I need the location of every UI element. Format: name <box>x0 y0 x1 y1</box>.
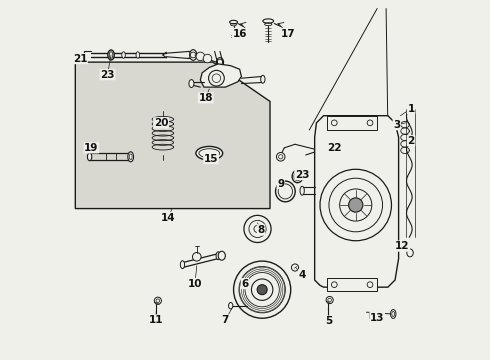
Ellipse shape <box>230 20 238 24</box>
Circle shape <box>203 54 212 63</box>
Text: 3: 3 <box>393 120 400 130</box>
Text: 6: 6 <box>242 279 248 289</box>
Ellipse shape <box>128 152 134 162</box>
Bar <box>327 278 377 291</box>
Ellipse shape <box>228 302 233 309</box>
Ellipse shape <box>391 310 396 319</box>
Text: 20: 20 <box>154 118 168 128</box>
Ellipse shape <box>275 181 295 202</box>
Text: 19: 19 <box>84 143 98 153</box>
Circle shape <box>292 264 298 271</box>
Circle shape <box>193 252 201 261</box>
Circle shape <box>190 52 196 58</box>
Ellipse shape <box>292 170 303 183</box>
Text: 8: 8 <box>257 225 265 235</box>
Circle shape <box>244 215 271 243</box>
Bar <box>317 140 340 157</box>
Ellipse shape <box>261 75 265 83</box>
Text: 17: 17 <box>281 28 295 39</box>
Ellipse shape <box>300 186 304 195</box>
Polygon shape <box>75 62 270 208</box>
Polygon shape <box>315 116 398 287</box>
Ellipse shape <box>218 251 225 260</box>
Ellipse shape <box>180 261 185 269</box>
Ellipse shape <box>189 80 194 87</box>
Text: 22: 22 <box>327 143 342 153</box>
Ellipse shape <box>216 252 220 260</box>
Circle shape <box>251 279 273 300</box>
Text: 16: 16 <box>232 28 247 39</box>
Text: 1: 1 <box>408 104 415 113</box>
Text: 10: 10 <box>188 279 202 289</box>
Text: 7: 7 <box>221 315 229 325</box>
Text: 14: 14 <box>161 212 175 222</box>
Circle shape <box>367 282 373 288</box>
Circle shape <box>154 297 161 304</box>
Text: 4: 4 <box>298 270 306 280</box>
Circle shape <box>326 296 333 303</box>
Text: 11: 11 <box>148 315 163 325</box>
Ellipse shape <box>190 50 197 60</box>
Text: 9: 9 <box>277 179 284 189</box>
Circle shape <box>348 198 363 212</box>
Circle shape <box>320 169 392 241</box>
Ellipse shape <box>136 52 140 58</box>
Circle shape <box>257 285 267 295</box>
Ellipse shape <box>217 58 223 67</box>
Text: 2: 2 <box>408 136 415 146</box>
Circle shape <box>331 120 337 126</box>
Polygon shape <box>200 64 242 87</box>
Ellipse shape <box>263 19 273 23</box>
Circle shape <box>234 261 291 318</box>
Circle shape <box>331 282 337 288</box>
Circle shape <box>196 52 205 61</box>
Circle shape <box>276 153 285 161</box>
Text: 23: 23 <box>295 170 309 180</box>
Text: 13: 13 <box>370 312 385 323</box>
Text: 23: 23 <box>100 69 115 80</box>
Text: 5: 5 <box>325 316 333 326</box>
Circle shape <box>367 120 373 126</box>
Text: 15: 15 <box>204 154 219 163</box>
Circle shape <box>317 144 323 150</box>
Ellipse shape <box>196 147 222 160</box>
Circle shape <box>333 144 339 150</box>
Ellipse shape <box>407 249 413 257</box>
Text: 18: 18 <box>198 93 213 103</box>
Text: 12: 12 <box>395 241 410 251</box>
Ellipse shape <box>122 52 125 58</box>
Ellipse shape <box>88 153 92 161</box>
Bar <box>327 116 377 130</box>
Ellipse shape <box>108 50 114 60</box>
Text: 21: 21 <box>73 54 87 64</box>
Circle shape <box>209 70 224 86</box>
